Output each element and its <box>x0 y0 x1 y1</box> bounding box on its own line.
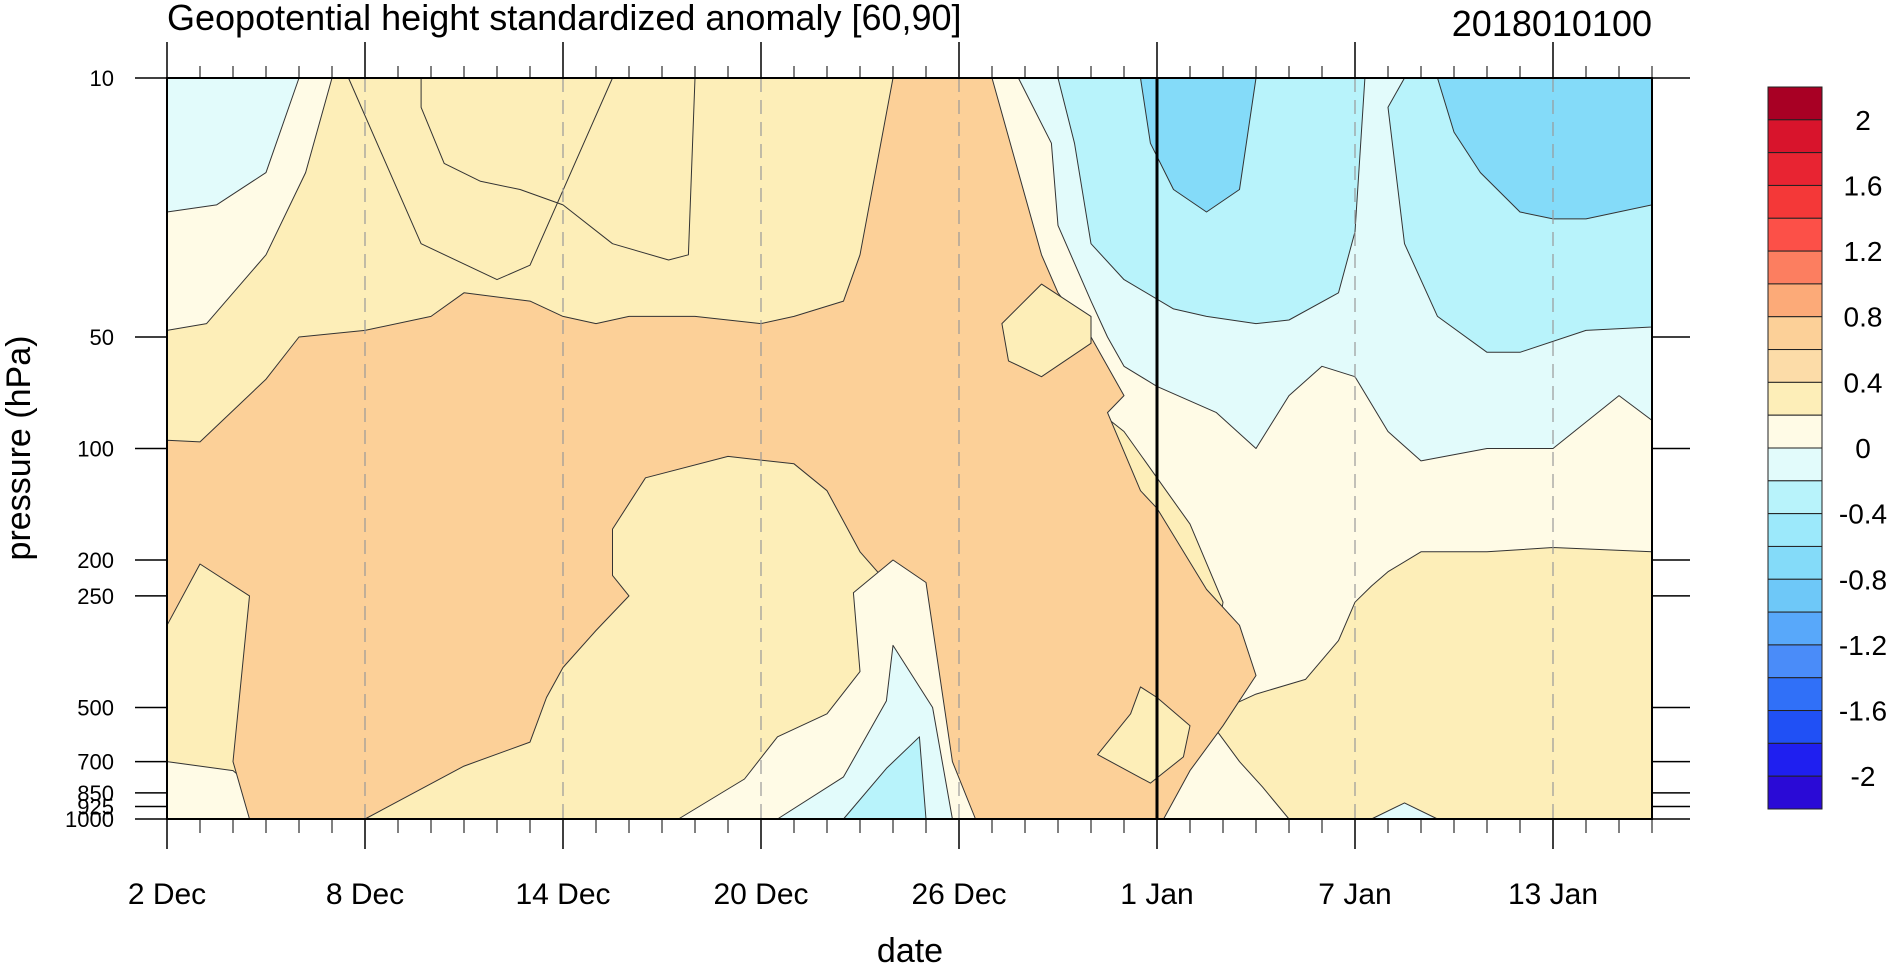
y-tick-label: 10 <box>90 66 114 91</box>
y-tick-label: 700 <box>77 750 114 775</box>
colorbar-swatch <box>1767 381 1823 416</box>
y-tick-label: 250 <box>77 584 114 609</box>
colorbar-tick-label: -0.8 <box>1839 564 1887 595</box>
x-tick-label: 13 Jan <box>1508 878 1598 911</box>
colorbar-swatch <box>1767 447 1823 482</box>
x-tick-label: 20 Dec <box>713 878 808 911</box>
contour-region <box>1206 547 1653 820</box>
colorbar-swatch <box>1767 184 1823 219</box>
colorbar-swatch <box>1767 349 1823 383</box>
colorbar-tick-label: 0.4 <box>1844 367 1883 398</box>
y-tick-label: 925 <box>77 794 114 819</box>
y-tick-label: 50 <box>90 325 114 350</box>
colorbar-swatch <box>1767 677 1823 712</box>
colorbar-swatch <box>1767 775 1823 810</box>
colorbar-swatch <box>1767 86 1823 121</box>
y-tick-label: 100 <box>77 437 114 462</box>
y-tick-label: 850 <box>77 781 114 806</box>
colorbar-tick-label: -0.4 <box>1839 499 1887 530</box>
x-tick-label: 14 Dec <box>515 878 610 911</box>
contour-region <box>1001 283 1092 378</box>
colorbar-tick-label: -2 <box>1851 761 1876 792</box>
x-tick-label: 8 Dec <box>326 878 404 911</box>
y-axis-label: pressure (hPa) <box>0 336 38 561</box>
x-axis-label: date <box>877 932 943 963</box>
colorbar-tick-label: -1.2 <box>1839 630 1887 661</box>
contour-region <box>166 77 1257 820</box>
colorbar-tick-label: 0 <box>1855 433 1871 464</box>
colorbar-swatch <box>1767 710 1823 744</box>
colorbar-swatch <box>1767 283 1823 318</box>
y-tick-label: 500 <box>77 695 114 720</box>
colorbar: 2 1.6 1.2 0.8 0.4 0 -0.4 -0.8 -1.2 -1.6 -2 <box>1767 86 1887 810</box>
colorbar-swatch <box>1767 480 1823 515</box>
colorbar-swatch <box>1767 578 1823 613</box>
colorbar-swatch <box>1767 545 1823 580</box>
colorbar-swatch <box>1767 644 1823 679</box>
colorbar-swatch <box>1767 316 1823 351</box>
colorbar-tick-label: 0.8 <box>1844 302 1883 333</box>
x-tick-label: 7 Jan <box>1318 878 1391 911</box>
colorbar-tick-label: 1.6 <box>1844 170 1883 201</box>
contour-region <box>331 77 696 281</box>
colorbar-tick-label: 1.2 <box>1844 236 1883 267</box>
x-tick-label: 1 Jan <box>1120 878 1193 911</box>
colorbar-tick-label: -1.6 <box>1839 696 1887 727</box>
colorbar-swatch <box>1767 119 1823 154</box>
y-tick-label: 200 <box>77 548 114 573</box>
colorbar-tick-label: 2 <box>1855 105 1871 136</box>
contour-fill-regions <box>166 77 1653 820</box>
colorbar-swatch <box>1767 414 1823 449</box>
colorbar-swatch <box>1767 152 1823 186</box>
colorbar-swatch <box>1767 250 1823 285</box>
chart-title: Geopotential height standardized anomaly… <box>167 0 962 38</box>
x-tick-label: 26 Dec <box>911 878 1006 911</box>
x-axis-ticks: 2 Dec 8 Dec 14 Dec 20 Dec 26 Dec 1 Jan 7 Jan 13… <box>128 42 1653 911</box>
colorbar-swatch <box>1767 217 1823 252</box>
colorbar-swatch <box>1767 611 1823 646</box>
y-tick-label: 1000 <box>65 807 114 832</box>
colorbar-swatch <box>1767 742 1823 777</box>
x-tick-label: 2 Dec <box>128 878 206 911</box>
date-stamp: 2018010100 <box>1452 3 1652 44</box>
colorbar-swatch <box>1767 513 1823 547</box>
